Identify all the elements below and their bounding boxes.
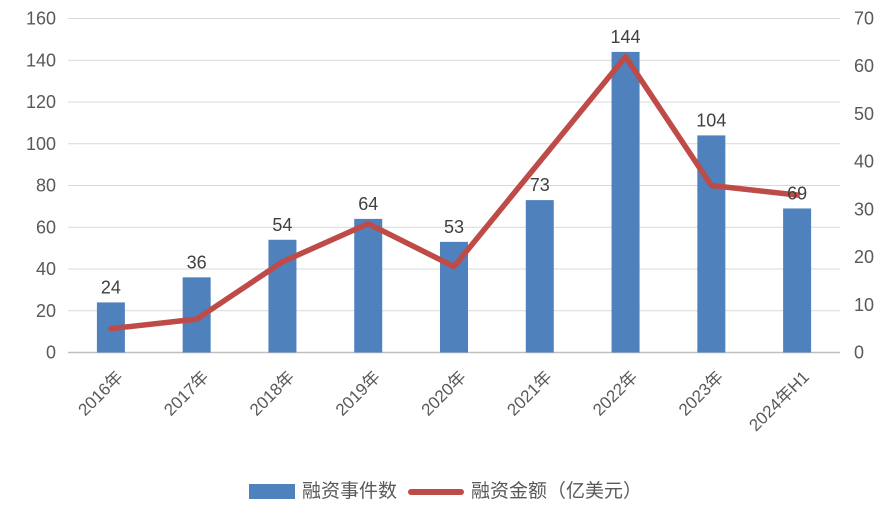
bar-2021年	[525, 200, 554, 353]
line-series-path	[108, 53, 800, 332]
category-label-2020年: 2020年	[418, 367, 470, 419]
category-label-2023年: 2023年	[675, 367, 727, 419]
legend-line-swatch	[408, 488, 464, 495]
category-label-2021年: 2021年	[503, 367, 555, 419]
legend-line-label: 融资金额（亿美元）	[471, 481, 643, 502]
left-axis-tick-label: 60	[36, 217, 56, 237]
category-label-2017年: 2017年	[160, 367, 212, 419]
line-series	[108, 53, 800, 332]
left-axis-tick-label: 160	[26, 9, 56, 29]
bar-value-label: 54	[272, 215, 292, 235]
category-axis-labels: 2016年 2017年 2018年 2019年 2020年 2021年 2022年 2023年…	[75, 367, 813, 435]
right-axis-tick-label: 40	[854, 152, 874, 172]
left-axis-labels: 0 20 40 60 80 100 120 140 160	[26, 9, 56, 363]
bar-value-label: 144	[611, 27, 641, 47]
right-axis-labels: 0 10 20 30 40 50 60 70	[854, 9, 874, 363]
bar-2022年	[611, 51, 640, 353]
right-axis-tick-label: 20	[854, 247, 874, 267]
right-axis-tick-label: 50	[854, 104, 874, 124]
left-axis-tick-label: 20	[36, 301, 56, 321]
right-axis-tick-label: 10	[854, 295, 874, 315]
left-axis-tick-label: 0	[46, 343, 56, 363]
legend-bar-swatch	[248, 484, 295, 499]
bar-series	[96, 51, 812, 353]
left-axis-tick-label: 40	[36, 259, 56, 279]
left-axis-tick-label: 100	[26, 134, 56, 154]
right-axis-tick-label: 30	[854, 199, 874, 219]
bar-value-label: 64	[358, 194, 378, 214]
bar-2019年	[354, 218, 383, 353]
legend-bar-label: 融资事件数	[301, 481, 397, 502]
chart-legend: 融资事件数 融资金额（亿美元）	[0, 482, 891, 501]
chart-svg: 0 20 40 60 80 100 120 140 160 0 10 20 30 40 50 60 70 24…	[26, 9, 874, 435]
left-axis-tick-label: 120	[26, 92, 56, 112]
right-axis-tick-label: 60	[854, 56, 874, 76]
bar-value-label: 73	[530, 175, 550, 195]
bar-value-label: 53	[444, 217, 464, 237]
category-label-2018年: 2018年	[246, 367, 298, 419]
right-axis-tick-label: 0	[854, 343, 864, 363]
bar-value-label: 36	[187, 252, 207, 272]
bar-value-label: 69	[787, 183, 807, 203]
left-axis-tick-label: 80	[36, 176, 56, 196]
bar-value-labels: 24 36 54 64 53 73 144 104 69	[101, 27, 807, 297]
bar-value-label: 104	[696, 110, 726, 130]
category-label-2024年H1: 2024年H1	[745, 367, 813, 435]
category-label-2016年: 2016年	[75, 367, 127, 419]
bar-2024年H1	[783, 208, 812, 353]
left-axis-tick-label: 140	[26, 50, 56, 70]
bar-value-label: 24	[101, 277, 121, 297]
right-axis-tick-label: 70	[854, 9, 874, 29]
category-label-2019年: 2019年	[332, 367, 384, 419]
category-label-2022年: 2022年	[589, 367, 641, 419]
